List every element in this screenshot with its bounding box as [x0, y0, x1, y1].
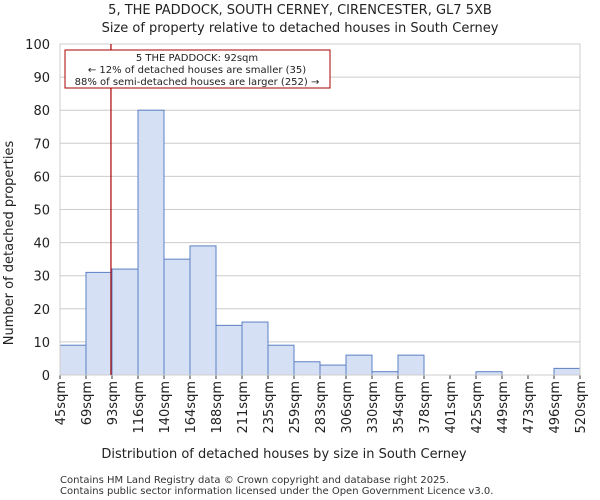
bar — [553, 367, 581, 376]
x-tick-label: 211sqm — [236, 381, 251, 434]
footer-line-1: Contains HM Land Registry data © Crown c… — [60, 475, 449, 486]
y-tick-label: 30 — [33, 270, 50, 285]
bar — [111, 268, 139, 376]
y-axis-label: Number of detached properties — [2, 141, 17, 346]
x-tick-label: 425sqm — [470, 381, 485, 434]
annotation-box: 5 THE PADDOCK: 92sqm ← 12% of detached h… — [64, 49, 331, 89]
x-tick-label: 235sqm — [262, 381, 277, 434]
bar — [241, 321, 269, 376]
x-tick-label: 306sqm — [340, 381, 355, 434]
y-tick-label: 60 — [33, 170, 50, 185]
annotation-line-1: 5 THE PADDOCK: 92sqm — [136, 53, 258, 64]
bar — [163, 258, 191, 376]
y-tick-label: 90 — [33, 71, 50, 86]
x-tick-label: 140sqm — [158, 381, 173, 434]
footer-line-2: Contains public sector information licen… — [60, 486, 493, 497]
plot-frame — [59, 43, 581, 376]
x-tick-label: 330sqm — [366, 381, 381, 434]
bar — [345, 354, 373, 376]
x-tick-label: 116sqm — [132, 381, 147, 434]
annotation-line-3: 88% of semi-detached houses are larger (… — [75, 77, 320, 88]
chart-title: 5, THE PADDOCK, SOUTH CERNEY, CIRENCESTE… — [108, 3, 492, 18]
annotation-line-2: ← 12% of detached houses are smaller (35… — [88, 65, 306, 76]
y-axis: 0 10 20 30 40 50 60 70 80 90 100 — [25, 38, 50, 384]
x-tick-label: 496sqm — [548, 381, 563, 434]
x-tick-label: 93sqm — [106, 381, 121, 425]
x-tick-label: 69sqm — [80, 381, 95, 425]
x-tick-label: 45sqm — [54, 381, 69, 425]
x-tick-label: 259sqm — [288, 381, 303, 434]
annotation-frame — [64, 49, 331, 89]
x-tick-label: 449sqm — [496, 381, 511, 434]
x-axis: 45sqm 69sqm 93sqm 116sqm 140sqm 164sqm 188sqm 2… — [54, 375, 589, 434]
bar — [189, 245, 217, 376]
y-tick-label: 0 — [42, 369, 50, 384]
x-tick-label: 378sqm — [418, 381, 433, 434]
x-tick-label: 520sqm — [574, 381, 589, 434]
bar — [215, 324, 243, 376]
x-tick-label: 188sqm — [210, 381, 225, 434]
bar — [319, 364, 347, 376]
y-tick-label: 40 — [33, 237, 50, 252]
x-tick-label: 283sqm — [314, 381, 329, 434]
x-tick-label: 354sqm — [392, 381, 407, 434]
y-tick-label: 80 — [33, 104, 50, 119]
y-tick-label: 50 — [33, 204, 50, 219]
chart-subtitle: Size of property relative to detached ho… — [102, 21, 499, 36]
y-tick-label: 100 — [25, 38, 50, 53]
x-tick-label: 164sqm — [184, 381, 199, 434]
bar — [397, 354, 425, 376]
bars — [59, 109, 581, 376]
bar — [59, 344, 87, 376]
bar — [137, 109, 165, 376]
y-tick-label: 10 — [33, 336, 50, 351]
bar — [293, 361, 321, 376]
x-tick-label: 401sqm — [444, 381, 459, 434]
x-axis-label: Distribution of detached houses by size … — [101, 447, 467, 462]
bar — [85, 271, 113, 376]
y-tick-label: 70 — [33, 137, 50, 152]
x-tick-label: 473sqm — [522, 381, 537, 434]
y-tick-label: 20 — [33, 303, 50, 318]
bar — [267, 344, 295, 376]
